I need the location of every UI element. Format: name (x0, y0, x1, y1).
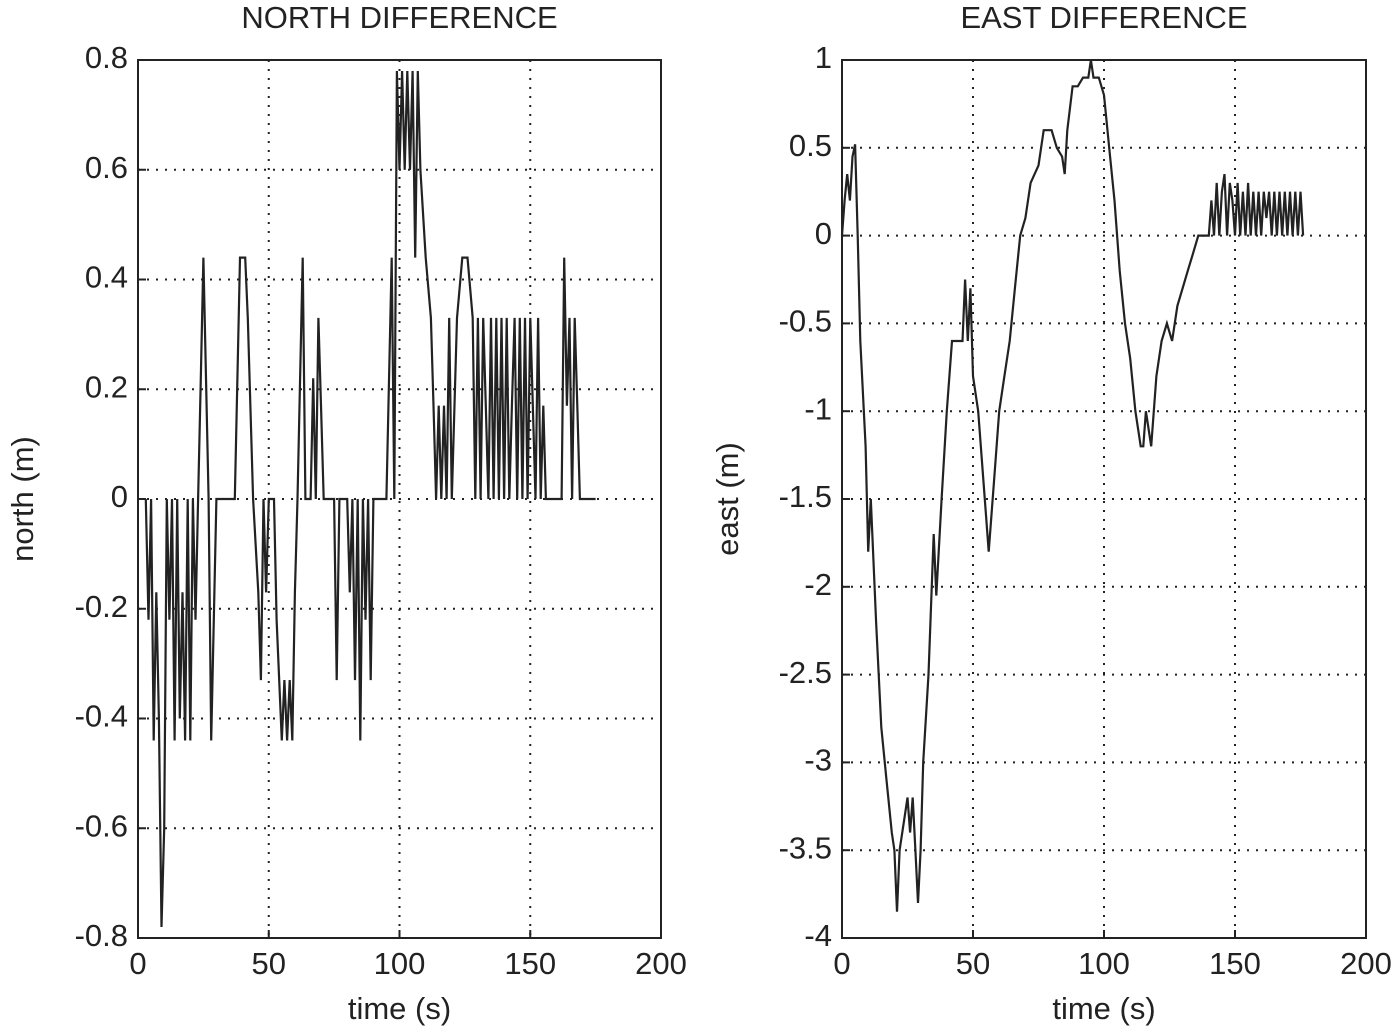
x-tick-label: 200 (1340, 946, 1392, 981)
y-tick-label: -2.5 (779, 655, 832, 690)
y-tick-label: 0.6 (85, 150, 128, 185)
data-line (144, 70, 596, 928)
x-axis-label: time (s) (348, 991, 451, 1026)
y-tick-label: -4 (804, 918, 832, 953)
chart-title: EAST DIFFERENCE (960, 0, 1247, 35)
y-tick-label: -0.2 (75, 589, 128, 624)
y-tick-label: -0.4 (75, 699, 128, 734)
y-tick-label: 0.2 (85, 369, 128, 404)
plot-frame (841, 59, 1367, 939)
y-axis-label: east (m) (710, 442, 745, 556)
y-tick-label: -1 (804, 391, 832, 426)
y-tick-label: -0.8 (75, 918, 128, 953)
plot-frame (137, 59, 662, 939)
y-tick-label: 0.4 (85, 260, 128, 295)
x-axis-label: time (s) (1052, 991, 1155, 1026)
y-tick-label: -1.5 (779, 479, 832, 514)
y-tick-label: -0.5 (779, 304, 832, 339)
y-axis-label: north (m) (5, 436, 40, 562)
y-tick-label: 0.5 (789, 128, 832, 163)
x-tick-label: 100 (1078, 946, 1130, 981)
x-tick-label: 150 (1209, 946, 1261, 981)
x-tick-label: 50 (252, 946, 286, 981)
x-tick-label: 200 (635, 946, 687, 981)
data-line (840, 59, 1305, 912)
y-tick-label: 1 (815, 40, 832, 75)
x-tick-label: 100 (374, 946, 426, 981)
x-tick-label: 150 (504, 946, 556, 981)
y-tick-label: 0 (111, 479, 128, 514)
y-tick-label: 0 (815, 216, 832, 251)
x-tick-label: 50 (956, 946, 990, 981)
y-tick-label: -3.5 (779, 830, 832, 865)
x-tick-label: 0 (833, 946, 850, 981)
x-tick-label: 0 (129, 946, 146, 981)
y-tick-label: -2 (804, 567, 832, 602)
y-tick-label: 0.8 (85, 40, 128, 75)
y-tick-label: -3 (804, 743, 832, 778)
chart-title: NORTH DIFFERENCE (241, 0, 557, 35)
y-tick-label: -0.6 (75, 808, 128, 843)
